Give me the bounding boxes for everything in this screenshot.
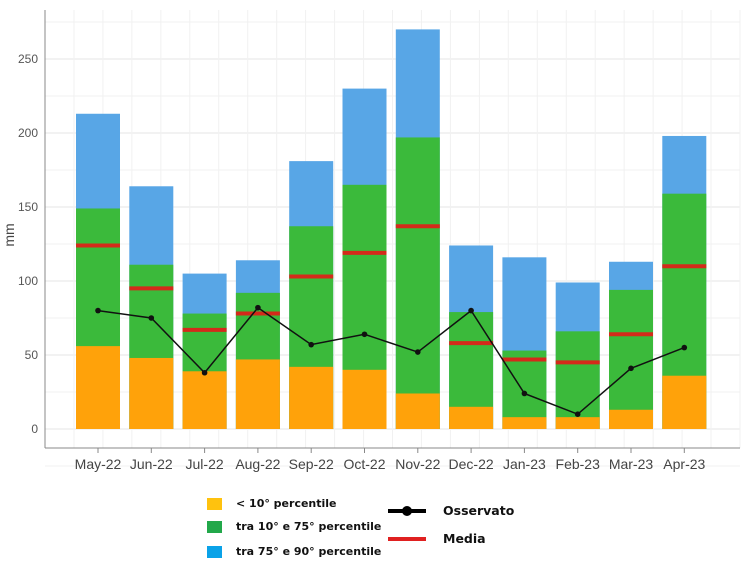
- x-tick-label: Jun-22: [130, 456, 173, 472]
- observed-point: [415, 349, 421, 355]
- bar-p10: [289, 366, 334, 429]
- legend-item-observed: Osservato: [388, 503, 514, 518]
- y-tick-label: 250: [18, 52, 38, 66]
- x-tick-label: Mar-23: [609, 456, 654, 472]
- bar-p10: [235, 359, 280, 429]
- y-tick-label: 150: [18, 200, 38, 214]
- bar-p10: [609, 409, 653, 429]
- y-tick-label: 100: [18, 274, 38, 288]
- x-tick-label: Jan-23: [503, 456, 546, 472]
- observed-point: [255, 304, 261, 311]
- legend-item-p10-75: tra 10° e 75° percentile: [207, 520, 381, 533]
- observed-point: [574, 411, 581, 418]
- y-tick-label: 0: [31, 422, 38, 436]
- x-tick-label: Feb-23: [556, 456, 601, 472]
- legend-swatch: [207, 497, 222, 510]
- x-tick-label: Aug-22: [235, 456, 280, 472]
- y-tick-label: 50: [25, 348, 39, 362]
- bar-p10-75: [395, 137, 440, 429]
- x-tick-label: Dec-22: [449, 456, 494, 472]
- observed-point: [681, 344, 688, 351]
- legend-label: tra 10° e 75° percentile: [236, 520, 382, 533]
- x-tick-label: Nov-22: [395, 456, 440, 472]
- bar-p10: [182, 371, 227, 429]
- x-tick-label: Jul-22: [186, 456, 224, 472]
- observed-point: [361, 331, 368, 338]
- chart: 0 50 100 150 200 250 mm May-22 Jun-22 Jul-22 Aug-2…: [1, 10, 741, 472]
- x-tick-label: Sep-22: [289, 456, 334, 472]
- x-tick-label: Apr-23: [663, 456, 705, 472]
- legend-label: < 10° percentile: [236, 497, 337, 510]
- observed-point: [521, 390, 528, 397]
- bar-p10: [76, 346, 120, 429]
- observed-point: [148, 315, 155, 321]
- x-tick-label: Oct-22: [343, 456, 385, 472]
- bar-p10: [342, 369, 387, 429]
- observed-point: [468, 307, 474, 314]
- legend-label: Osservato: [443, 503, 515, 518]
- bar-p10: [662, 375, 707, 429]
- legend-swatch: [207, 520, 222, 533]
- legend-item-p75-90: tra 75° e 90° percentile: [207, 545, 381, 558]
- legend-label: tra 75° e 90° percentile: [236, 545, 382, 558]
- observed-line-icon: [388, 505, 426, 516]
- bar-p10: [502, 417, 547, 429]
- y-axis-label: mm: [1, 223, 17, 246]
- legend-item-p10: < 10° percentile: [207, 497, 337, 510]
- bar-p10: [395, 393, 440, 429]
- observed-line: [97, 306, 685, 416]
- legend-label: Media: [443, 531, 486, 546]
- observed-point: [201, 369, 208, 376]
- observed-point: [628, 365, 634, 372]
- bar-p10: [555, 417, 600, 429]
- x-tick-label: May-22: [75, 456, 122, 472]
- mean-line-icon: [388, 536, 426, 541]
- observed-point: [95, 307, 101, 314]
- y-tick-label: 200: [18, 126, 38, 140]
- bar-p10: [449, 406, 494, 429]
- observed-point: [308, 341, 315, 348]
- bar-p10-75: [609, 289, 653, 429]
- legend-item-mean: Media: [388, 531, 486, 546]
- bar-p10: [129, 357, 174, 429]
- legend-swatch: [207, 545, 222, 558]
- bar-p10-75: [502, 350, 547, 429]
